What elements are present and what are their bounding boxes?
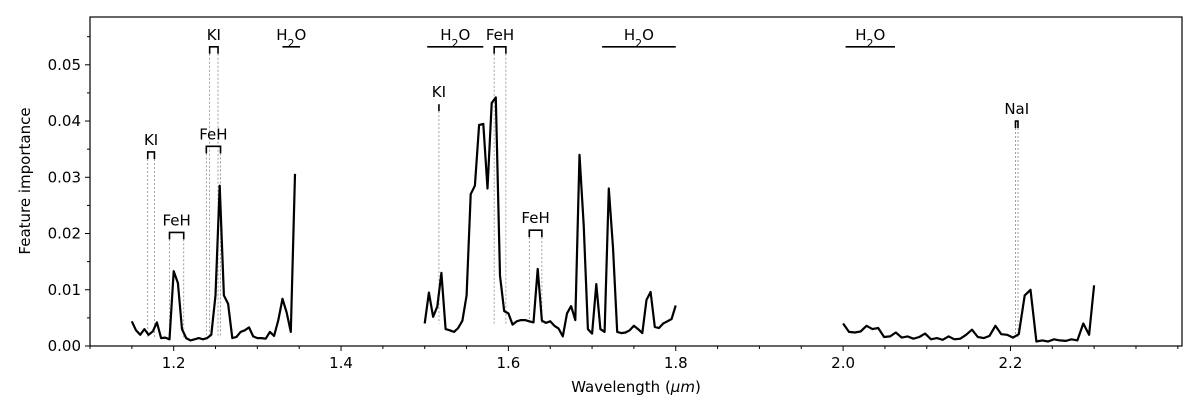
series-line-segment-2 xyxy=(423,96,677,338)
feature-label-suffix: O xyxy=(874,26,886,44)
feature-label-subscript: 2 xyxy=(635,36,642,49)
series-line-segment-1 xyxy=(130,173,297,342)
feature-annotation-feh: FeH xyxy=(162,211,191,338)
x-axis: 1.2 1.4 1.6 1.8 2.0 2.2 xyxy=(89,346,1179,372)
feature-label: KI xyxy=(144,131,158,149)
annotations-layer: KI KI KI NaI FeH FeH FeH FeH H2O H2O H2O H2O xyxy=(144,26,1029,338)
feature-bracket xyxy=(493,46,507,54)
feature-label: KI xyxy=(432,83,446,101)
y-axis-label: Feature importance xyxy=(16,107,34,254)
feature-annotation-ki: KI xyxy=(207,26,221,338)
feature-label-suffix: O xyxy=(642,26,654,44)
y-axis: 0.00 0.01 0.02 0.03 0.04 0.05 xyxy=(48,36,90,355)
feature-bracket xyxy=(208,46,219,54)
feature-annotation-h2o: H2O xyxy=(276,26,306,50)
feature-annotation-ki: KI xyxy=(144,131,158,338)
feature-bracket xyxy=(205,145,222,154)
feature-label: FeH xyxy=(486,26,514,44)
feature-annotation-feh: FeH xyxy=(521,209,550,324)
x-tick-label: 2.0 xyxy=(831,354,855,372)
y-tick-label: 0.03 xyxy=(48,168,81,186)
feature-label-suffix: O xyxy=(294,26,306,44)
feature-label: KI xyxy=(207,26,221,44)
feature-label-subscript: 2 xyxy=(287,36,294,49)
feature-label: FeH xyxy=(199,125,227,143)
feature-label: H2O xyxy=(440,26,470,50)
x-axis-label-unit: μm xyxy=(670,378,695,396)
feature-bracket xyxy=(146,151,156,159)
feature-bracket xyxy=(1014,120,1019,129)
feature-label-subscript: 2 xyxy=(451,36,458,49)
feature-label: NaI xyxy=(1004,100,1029,118)
y-tick-label: 0.02 xyxy=(48,225,81,243)
y-tick-label: 0.04 xyxy=(48,112,81,130)
feature-annotation-nai: NaI xyxy=(1004,100,1029,338)
feature-bracket xyxy=(168,231,185,240)
x-tick-label: 1.4 xyxy=(329,354,353,372)
feature-label: FeH xyxy=(521,209,549,227)
series-layer xyxy=(130,96,1096,343)
feature-annotation-h2o: H2O xyxy=(602,26,676,50)
series-line-segment-3 xyxy=(842,285,1096,343)
y-tick-label: 0.05 xyxy=(48,56,81,74)
x-tick-label: 1.8 xyxy=(664,354,688,372)
feature-label: H2O xyxy=(855,26,885,50)
feature-label: FeH xyxy=(162,211,190,229)
feature-annotation-h2o: H2O xyxy=(427,26,484,50)
x-axis-label-prefix: Wavelength ( xyxy=(571,378,671,396)
feature-label-subscript: 2 xyxy=(867,36,874,49)
feature-label: H2O xyxy=(276,26,306,50)
x-tick-label: 2.2 xyxy=(999,354,1023,372)
feature-annotation-feh: FeH xyxy=(199,125,228,338)
x-tick-label: 1.6 xyxy=(496,354,520,372)
plot-frame xyxy=(89,16,1183,347)
x-tick-label: 1.2 xyxy=(162,354,186,372)
x-axis-label-suffix: ) xyxy=(695,378,701,396)
feature-bracket xyxy=(528,229,543,238)
y-tick-label: 0.00 xyxy=(48,337,81,355)
feature-label: H2O xyxy=(624,26,654,50)
x-axis-label: Wavelength (μm) xyxy=(571,378,701,396)
y-tick-label: 0.01 xyxy=(48,281,81,299)
feature-label-suffix: O xyxy=(458,26,470,44)
feature-annotation-h2o: H2O xyxy=(845,26,895,50)
